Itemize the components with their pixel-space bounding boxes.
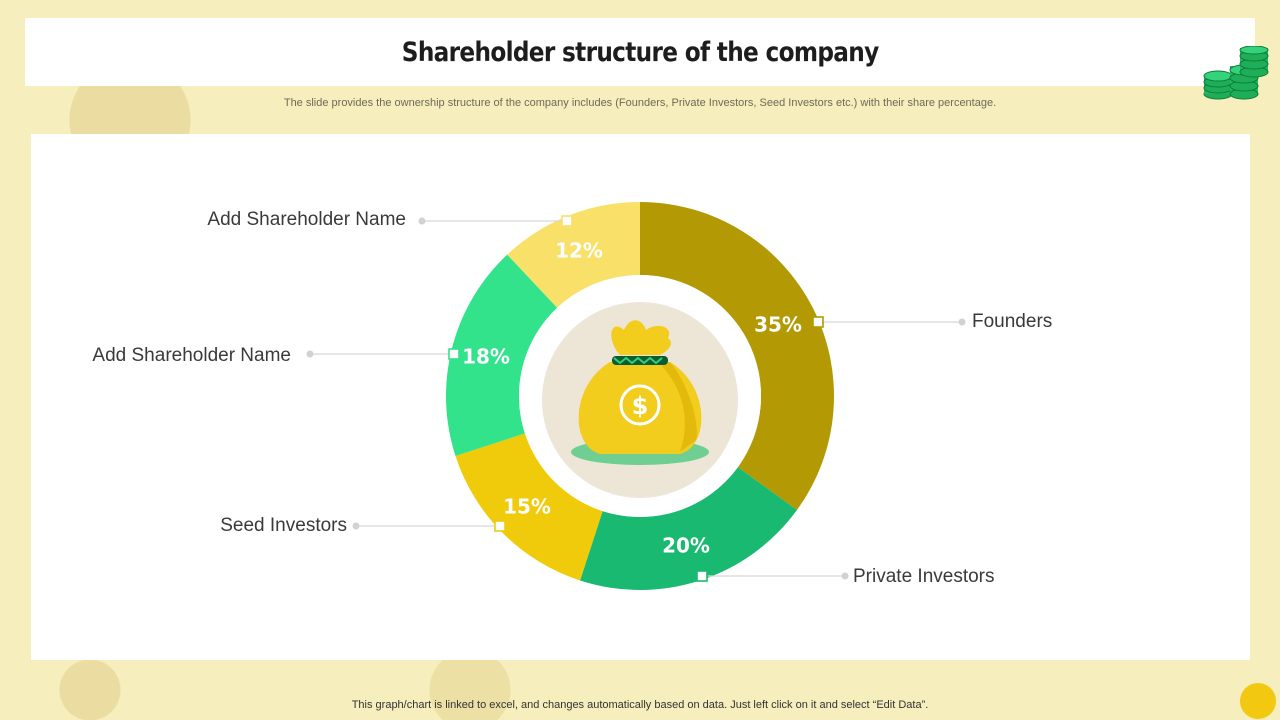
leader-end-dot: [306, 350, 314, 358]
leader-anchor-marker: [561, 215, 573, 227]
slice-percent-label: 15%: [503, 495, 551, 519]
donut-slice: [455, 433, 603, 581]
chart-panel: $35% Founders 20% Private Investors 15% Seed …: [31, 134, 1250, 660]
slice-category-label: Founders: [972, 311, 1052, 332]
leader-anchor-marker: [448, 348, 460, 360]
slice-percent-label: 12%: [555, 239, 603, 263]
donut-slice: [507, 202, 640, 308]
leader-end-dot: [418, 217, 426, 225]
svg-text:$: $: [632, 392, 649, 420]
slice-category-label: Add Shareholder Name: [92, 345, 291, 366]
footer-note: This graph/chart is linked to excel, and…: [351, 699, 929, 711]
slice-category-label: Add Shareholder Name: [207, 209, 406, 230]
decorative-dot: [1240, 683, 1276, 719]
leader-end-dot: [841, 572, 849, 580]
leader-anchor-marker: [696, 570, 708, 582]
coin-stacks-icon: [1203, 46, 1269, 100]
slice-category-label: Seed Investors: [220, 515, 347, 536]
leader-anchor-marker: [494, 520, 506, 532]
donut-slice: [640, 202, 834, 511]
slice-category-label: Private Investors: [853, 566, 995, 587]
leader-end-dot: [958, 318, 966, 326]
slice-percent-label: 18%: [462, 345, 510, 369]
donut-chart: $35% Founders 20% Private Investors 15% Seed …: [92, 202, 1052, 590]
title-bar: Shareholder structure of the company: [25, 18, 1255, 86]
leader-end-dot: [352, 522, 360, 530]
page-title: Shareholder structure of the company: [401, 36, 879, 68]
slice-percent-label: 20%: [662, 534, 710, 558]
donut-slice: [580, 467, 797, 590]
page-subtitle: The slide provides the ownership structu…: [283, 97, 997, 109]
leader-anchor-marker: [812, 316, 824, 328]
money-bag-icon: $: [571, 320, 709, 465]
donut-slice: [446, 254, 558, 456]
slice-percent-label: 35%: [754, 313, 802, 337]
